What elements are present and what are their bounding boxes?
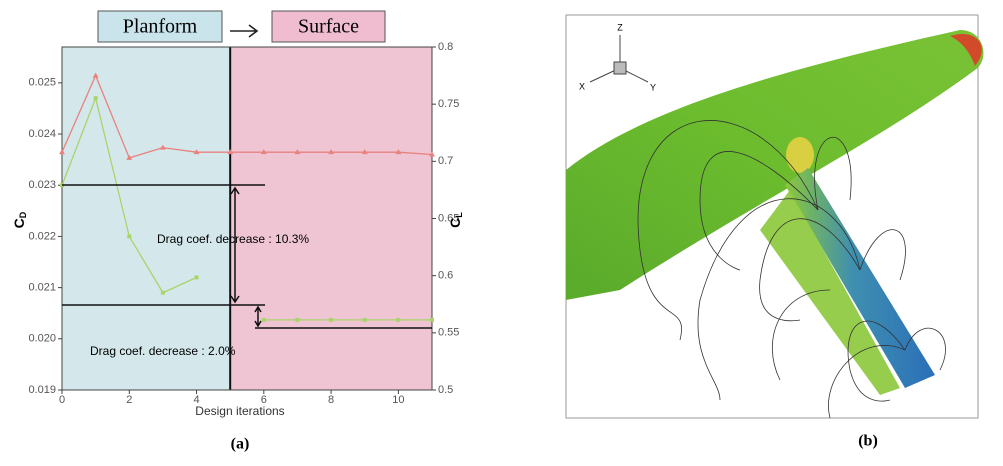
hot-spot (786, 137, 814, 173)
x-axis-label: Design iterations (195, 404, 284, 418)
marker (127, 234, 131, 238)
y-tick-label: 0.022 (28, 230, 56, 242)
annotation: Drag coef. decrease : 2.0% (90, 344, 236, 358)
y2-tick-label: 0.7 (438, 155, 453, 167)
y2-tick-label: 0.8 (438, 41, 453, 53)
axis-label: Z (617, 22, 623, 32)
region-label: Planform (123, 16, 198, 38)
y2-tick-label: 0.5 (438, 384, 453, 396)
y-tick-label: 0.021 (28, 282, 56, 294)
marker (94, 96, 98, 100)
axis-label-main: C (11, 218, 27, 228)
y-tick-label: 0.025 (28, 77, 56, 89)
y2-tick-label: 0.75 (438, 98, 459, 110)
marker (329, 318, 333, 322)
region (230, 47, 432, 390)
axis-label-main: C (447, 218, 463, 228)
region-label: Surface (298, 16, 359, 38)
axis-label: CD (11, 211, 29, 228)
axis-label: X (579, 81, 585, 91)
y2-tick-label: 0.55 (438, 327, 459, 339)
axis-label-sub: D (18, 211, 28, 218)
arrow (230, 25, 257, 37)
plot-background (62, 47, 432, 390)
x-tick-label: 8 (328, 394, 334, 406)
caption: (b) (858, 433, 878, 450)
axis-label: Y (650, 82, 656, 92)
marker (396, 318, 400, 322)
marker (363, 318, 367, 322)
y2-tick-label: 0.6 (438, 270, 453, 282)
marker (262, 318, 266, 322)
marker (161, 291, 165, 295)
y-tick-label: 0.024 (28, 128, 56, 140)
x-tick-label: 10 (392, 394, 404, 406)
y-tick-label: 0.020 (28, 333, 56, 345)
figure: Planform Surface 0.019 0.020 0.021 0.022 0.023… (0, 0, 1003, 461)
region (62, 47, 230, 390)
x-tick-label: 2 (126, 394, 132, 406)
axis-label-sub: L (454, 212, 464, 218)
x-tick-label: 0 (59, 394, 65, 406)
y-tick-label: 0.019 (28, 384, 56, 396)
annotation: Drag coef. decrease : 10.3% (157, 232, 309, 246)
marker (430, 318, 434, 322)
render-image: Z X Y (566, 15, 983, 418)
y-tick-label: 0.023 (28, 179, 56, 191)
marker (195, 275, 199, 279)
marker (295, 318, 299, 322)
caption: (a) (231, 436, 250, 453)
